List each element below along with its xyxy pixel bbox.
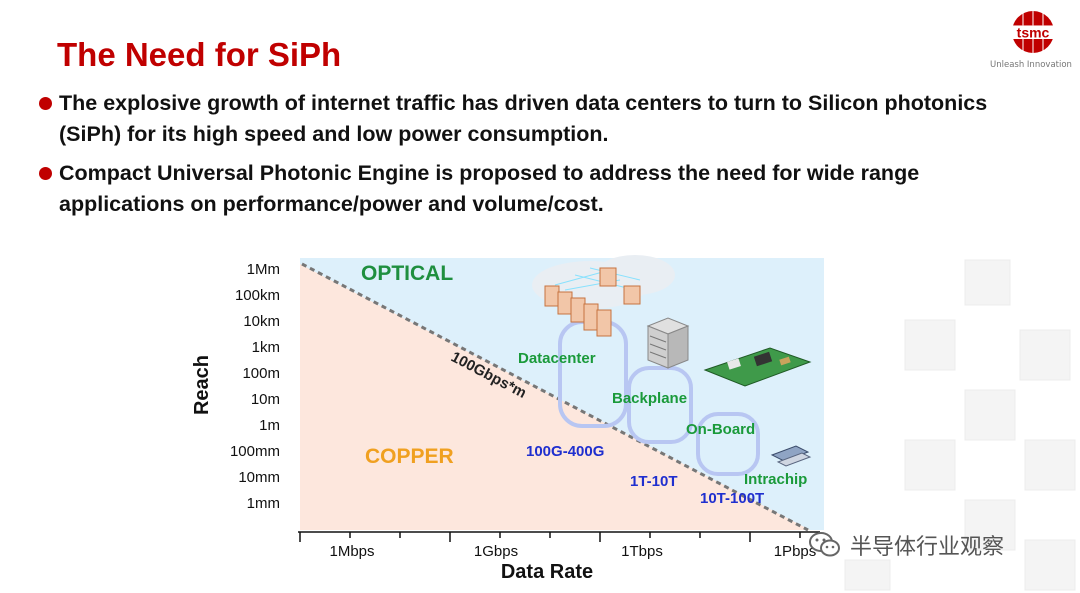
- server-rack-icon: [532, 255, 675, 337]
- x-tick-label: 1Tbps: [621, 543, 663, 560]
- watermark-text: 半导体行业观察: [850, 535, 1005, 560]
- x-axis-ticks: [299, 532, 801, 542]
- application-label-intrachip: Intrachip: [744, 471, 807, 488]
- bullet-list: The explosive growth of internet traffic…: [38, 88, 998, 228]
- application-label-on-board: On-Board: [686, 421, 755, 438]
- y-tick-label: 1mm: [247, 495, 280, 512]
- on-board-loop: [696, 412, 760, 476]
- y-axis: 1Mm 100km 10km 1km 100m 10m 1m 100mm 10m…: [230, 261, 280, 512]
- logo-tagline: Unleash Innovation: [990, 60, 1072, 70]
- rate-label-on-board: 10T-100T: [700, 490, 764, 507]
- server-stack-icon: [646, 317, 690, 369]
- y-axis-label: Reach: [191, 355, 213, 415]
- slide-title: The Need for SiPh: [57, 36, 342, 73]
- bullet-dot-icon: [39, 167, 52, 180]
- bullet-dot-icon: [39, 97, 52, 110]
- y-tick-label: 100mm: [230, 443, 280, 460]
- circuit-board-icon: [703, 347, 812, 387]
- copper-region: [300, 264, 810, 530]
- y-tick-label: 1Mm: [247, 261, 280, 278]
- y-tick-label: 10mm: [238, 469, 280, 486]
- reach-vs-data-rate-chart: 100Gbps*m 1Mm 100km 10km 1km 100m 10m 1m…: [191, 255, 824, 583]
- application-label-backplane: Backplane: [612, 390, 687, 407]
- bullet-item-1: The explosive growth of internet traffic…: [38, 88, 998, 150]
- y-tick-label: 10km: [243, 313, 280, 330]
- x-tick-label: 1Mbps: [329, 543, 374, 560]
- bullet-text-2: Compact Universal Photonic Engine is pro…: [59, 161, 920, 216]
- y-tick-label: 100km: [235, 287, 280, 304]
- y-tick-label: 10m: [251, 391, 280, 408]
- application-label-datacenter: Datacenter: [518, 350, 596, 367]
- backplane-loop: [627, 366, 693, 444]
- watermark: 半导体行业观察: [808, 529, 1004, 561]
- copper-label: COPPER: [365, 445, 454, 468]
- rate-label-backplane: 1T-10T: [630, 473, 678, 490]
- x-tick-label: 1Gbps: [474, 543, 518, 560]
- x-tick-label: 1Pbps: [774, 543, 817, 560]
- y-tick-label: 1m: [259, 417, 280, 434]
- rate-label-datacenter: 100G-400G: [526, 443, 604, 460]
- logo-text: tsmc: [1017, 25, 1050, 41]
- wechat-icon: [809, 532, 840, 557]
- x-tick-labels: 1Mbps 1Gbps 1Tbps 1Pbps: [329, 543, 816, 560]
- optical-label: OPTICAL: [361, 262, 453, 285]
- x-axis-label: Data Rate: [501, 561, 593, 583]
- y-tick-label: 100m: [242, 365, 280, 382]
- tsmc-logo-icon: tsmc: [1004, 11, 1062, 53]
- bullet-item-2: Compact Universal Photonic Engine is pro…: [38, 158, 998, 220]
- chip-icon: [770, 445, 812, 467]
- y-tick-label: 1km: [252, 339, 280, 356]
- bullet-text-1: The explosive growth of internet traffic…: [59, 91, 988, 146]
